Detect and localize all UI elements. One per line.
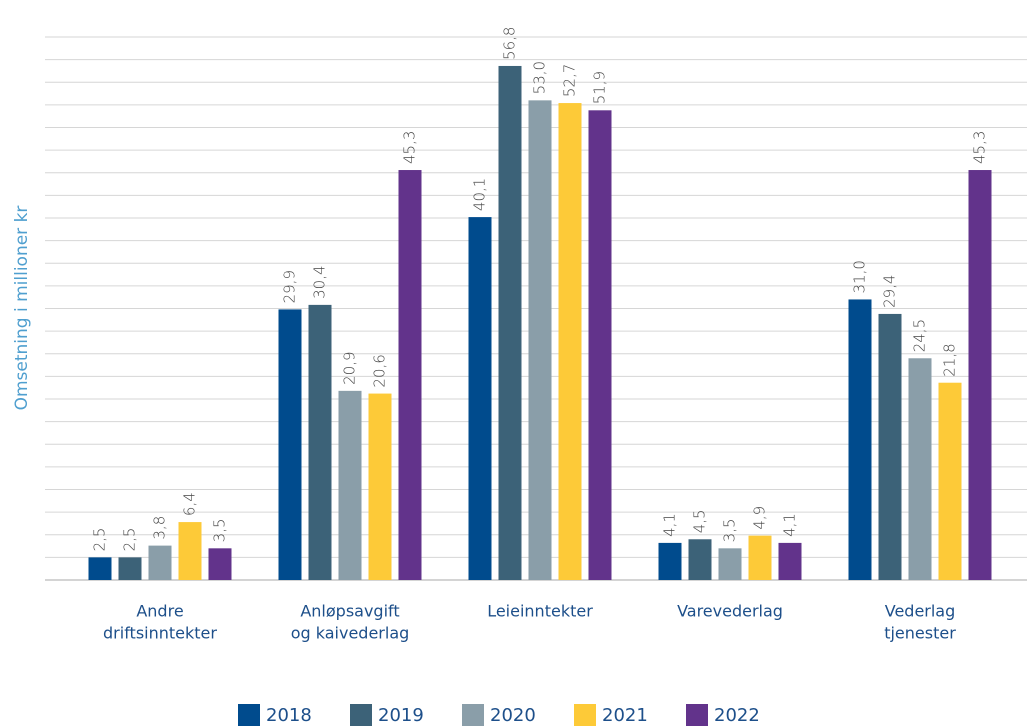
value-label: 52,7 (561, 64, 579, 97)
bar (308, 304, 332, 580)
x-tick-label: og kaivederlag (291, 624, 410, 643)
bar (398, 170, 422, 580)
value-label: 30,4 (311, 265, 329, 298)
legend-label: 2018 (266, 705, 312, 726)
legend-swatch (686, 704, 708, 726)
x-tick-label: Vederlag (885, 602, 956, 621)
bar (118, 557, 142, 580)
legend-label: 2021 (602, 705, 648, 726)
bar (588, 110, 612, 581)
legend-label: 2019 (378, 705, 424, 726)
bar (658, 542, 682, 580)
x-tick-label: tjenester (884, 624, 956, 643)
bar (778, 542, 802, 580)
bar (88, 557, 112, 580)
value-label: 29,9 (281, 270, 299, 303)
bar (208, 548, 232, 580)
bar (148, 545, 172, 580)
value-label: 2,5 (121, 528, 139, 552)
value-label: 4,9 (751, 506, 769, 530)
x-tick-label: Anløpsavgift (300, 602, 399, 621)
value-label: 21,8 (941, 343, 959, 376)
value-label: 45,3 (401, 131, 419, 164)
y-axis-title: Omsetning i millioner kr (12, 206, 32, 411)
value-label: 4,5 (691, 509, 709, 533)
value-label: 20,6 (371, 354, 389, 387)
value-label: 51,9 (591, 71, 609, 104)
value-label: 3,5 (211, 518, 229, 542)
value-label: 4,1 (661, 513, 679, 537)
bar (178, 522, 202, 580)
value-label: 3,8 (151, 516, 169, 540)
bar (558, 103, 582, 580)
value-label: 4,1 (781, 513, 799, 537)
bar (278, 309, 302, 580)
value-label: 24,5 (911, 319, 929, 352)
x-tick-label: Andre (136, 602, 183, 621)
bar (468, 217, 492, 580)
legend-label: 2022 (714, 705, 760, 726)
bar (908, 358, 932, 580)
x-tick-label: driftsinntekter (103, 624, 217, 643)
bar (878, 313, 902, 580)
bar (338, 390, 362, 580)
legend-label: 2020 (490, 705, 536, 726)
legend-swatch (574, 704, 596, 726)
value-label: 20,9 (341, 351, 359, 384)
value-label: 29,4 (881, 275, 899, 308)
x-tick-label: Leieinntekter (487, 602, 593, 621)
bar (498, 65, 522, 580)
bar (748, 535, 772, 580)
bar (848, 299, 872, 580)
value-label: 2,5 (91, 528, 109, 552)
legend-swatch (350, 704, 372, 726)
legend-swatch (462, 704, 484, 726)
value-label: 56,8 (501, 27, 519, 60)
value-label: 6,4 (181, 492, 199, 516)
value-label: 40,1 (471, 178, 489, 211)
bar (528, 100, 552, 580)
bar (938, 382, 962, 580)
value-label: 31,0 (851, 260, 869, 293)
legend-swatch (238, 704, 260, 726)
value-label: 3,5 (721, 518, 739, 542)
x-tick-label: Varevederlag (677, 602, 783, 621)
bar (368, 393, 392, 580)
value-label: 53,0 (531, 61, 549, 94)
value-label: 45,3 (971, 131, 989, 164)
bar (968, 170, 992, 580)
bar (688, 539, 712, 580)
bar (718, 548, 742, 580)
